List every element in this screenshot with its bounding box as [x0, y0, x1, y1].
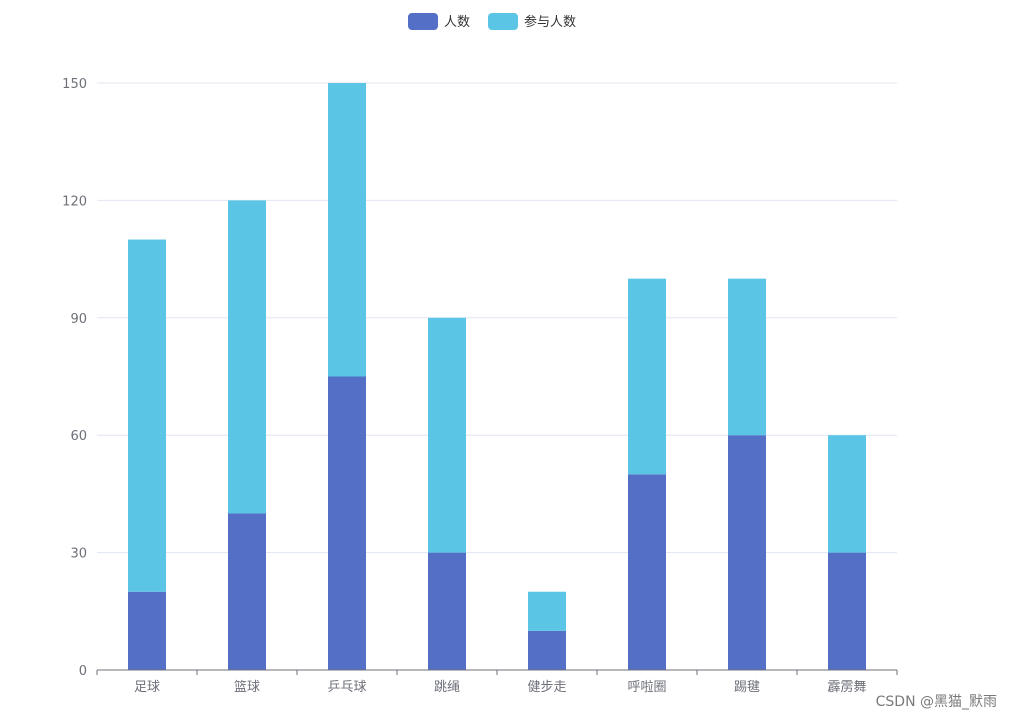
x-tick-label: 踢毽 — [734, 679, 760, 695]
bar-canyu-renshu[interactable] — [228, 200, 266, 514]
bar-renshu[interactable] — [728, 435, 766, 670]
watermark-text: CSDN @黑猫_默雨 — [876, 694, 997, 710]
x-axis: 足球 篮球 乒乓球 跳绳 健步走 呼啦圈 踢毽 霹雳舞 — [96, 669, 898, 695]
bar-canyu-renshu[interactable] — [628, 278, 666, 475]
y-tick-label: 120 — [62, 194, 87, 209]
y-axis-tick-labels: 0 30 60 90 120 150 — [62, 77, 87, 679]
bar-renshu[interactable] — [628, 474, 666, 670]
legend-label: 参与人数 — [524, 14, 576, 30]
bar-canyu-renshu[interactable] — [428, 317, 466, 553]
x-tick-label: 霹雳舞 — [827, 680, 866, 695]
x-tick-label: 足球 — [134, 680, 160, 695]
y-tick-label: 90 — [70, 312, 87, 327]
x-tick-label: 跳绳 — [434, 680, 460, 695]
bar-renshu[interactable] — [528, 630, 566, 670]
legend-item-renshu[interactable]: 人数 — [408, 13, 470, 30]
bar-canyu-renshu[interactable] — [128, 239, 166, 592]
x-tick-label: 健步走 — [527, 680, 566, 695]
bar-renshu[interactable] — [328, 376, 366, 671]
y-tick-label: 150 — [62, 77, 87, 92]
bar-renshu[interactable] — [228, 513, 266, 670]
grid-lines — [97, 82, 897, 554]
legend-swatch — [488, 13, 518, 30]
y-tick-label: 0 — [79, 664, 87, 679]
x-tick-label: 乒乓球 — [327, 680, 366, 695]
bar-renshu[interactable] — [828, 552, 866, 670]
bar-canyu-renshu[interactable] — [328, 83, 366, 377]
legend[interactable]: 人数 参与人数 — [408, 13, 576, 30]
bars — [128, 83, 866, 670]
bar-canyu-renshu[interactable] — [528, 591, 566, 631]
x-tick-label: 呼啦圈 — [627, 680, 666, 695]
y-tick-label: 30 — [70, 547, 87, 562]
bar-renshu[interactable] — [428, 552, 466, 670]
bar-renshu[interactable] — [128, 591, 166, 670]
y-tick-label: 60 — [70, 429, 87, 444]
bar-canyu-renshu[interactable] — [828, 435, 866, 553]
legend-item-canyu-renshu[interactable]: 参与人数 — [488, 13, 576, 30]
legend-label: 人数 — [444, 15, 470, 30]
legend-swatch — [408, 13, 438, 30]
bar-canyu-renshu[interactable] — [728, 278, 766, 436]
x-tick-label: 篮球 — [234, 680, 260, 695]
